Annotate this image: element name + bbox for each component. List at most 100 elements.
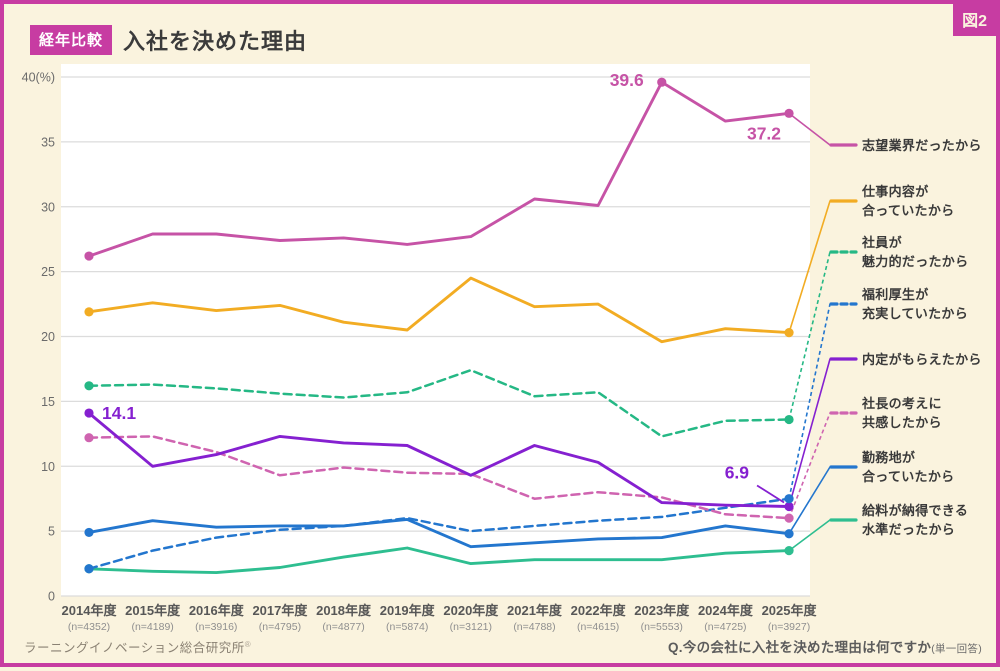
series-line-1 (87, 276, 791, 344)
value-annotation: 14.1 (102, 403, 136, 423)
registered-trademark-icon: ® (244, 639, 252, 649)
y-tick-label: 15 (41, 395, 55, 409)
legend-item-7: 給料が納得できる 水準だったから (862, 498, 1000, 542)
legend-label: 仕事内容が (862, 184, 929, 199)
legend-item-6: 勤務地が 合っていたから (862, 445, 1000, 489)
source-credit: ラーニングイノベーション総合研究所® (24, 637, 251, 656)
leader-line (788, 251, 831, 420)
y-tick-label: 0 (48, 590, 55, 604)
leader-line (788, 358, 831, 507)
sample-size-label: (n=4795) (259, 621, 301, 633)
data-point (784, 414, 794, 425)
data-point (84, 564, 94, 574)
data-point (784, 328, 794, 338)
sample-size-label: (n=4725) (704, 621, 746, 633)
x-tick-label: 2018年度 (316, 603, 372, 618)
legend-label: 給料が納得できる (862, 503, 969, 518)
x-tick-label: 2023年度 (634, 603, 690, 618)
series-line-6 (87, 517, 791, 549)
y-tick-label: 5 (48, 525, 55, 539)
sample-size-label: (n=5874) (386, 621, 428, 633)
legend-item-3: 福利厚生が 充実していたから (862, 282, 1000, 326)
xaxis-labels: 2014年度 (n=4352) 2015年度 (n=4189) 2016年度 (n=391… (62, 603, 818, 633)
legend-item-4: 内定がもらえたから (862, 337, 1000, 381)
series-line-4 (87, 411, 791, 508)
y-tick-label: 40(%) (22, 71, 55, 85)
leader-line (788, 112, 831, 146)
y-tick-label: 35 (41, 135, 55, 149)
series-line-2 (87, 368, 791, 438)
sample-size-label: (n=5553) (641, 621, 683, 633)
leader-line (788, 519, 831, 552)
annotation-leader-line (756, 484, 785, 504)
gridlines-and-yaxis: 0 5 10 15 20 25 30 35 40(%) (22, 71, 810, 604)
data-point (784, 545, 794, 556)
y-tick-label: 25 (41, 265, 55, 279)
x-tick-label: 2014年度 (62, 603, 118, 618)
data-point (84, 433, 94, 443)
legend-label: 水準だったから (862, 522, 956, 537)
sample-size-label: (n=4352) (68, 621, 110, 633)
value-annotation: 37.2 (747, 123, 781, 143)
legend-leader-lines (788, 112, 858, 552)
y-tick-label: 10 (41, 460, 55, 474)
chart-header: 経年比較 入社を決めた理由 (30, 24, 307, 56)
survey-question: Q.今の会社に入社を決めた理由は何ですか(単一回答) (668, 636, 982, 656)
sample-size-label: (n=3916) (195, 621, 237, 633)
series-line-5 (87, 435, 791, 520)
line-chart: 0 5 10 15 20 25 30 35 40(%) 2014年度 (n=4352) 2015年度 (… (22, 64, 858, 633)
sample-size-label: (n=3927) (768, 621, 810, 633)
legend-label: 志望業界だったから (862, 137, 982, 153)
data-point (84, 307, 94, 317)
y-tick-label: 20 (41, 330, 55, 344)
plot-area (61, 64, 810, 596)
x-tick-label: 2024年度 (698, 603, 754, 618)
legend-item-0: 志望業界だったから (862, 123, 1000, 167)
series-line-0 (87, 80, 791, 258)
x-tick-label: 2017年度 (252, 603, 308, 618)
x-tick-label: 2025年度 (762, 603, 818, 618)
legend-label: 共感したから (862, 415, 942, 430)
legend-label: 福利厚生が (862, 287, 929, 302)
data-point (84, 251, 94, 261)
page-title: 入社を決めた理由 (123, 29, 308, 54)
x-tick-label: 2022年度 (571, 603, 627, 618)
data-point (784, 513, 794, 523)
data-point (784, 108, 794, 118)
data-point (657, 77, 667, 87)
data-point (784, 494, 794, 504)
x-tick-label: 2019年度 (380, 603, 436, 618)
value-annotation: 6.9 (725, 462, 750, 482)
data-point (84, 408, 94, 418)
legend-label: 合っていたから (862, 469, 955, 484)
data-point (784, 529, 794, 539)
legend-label: 魅力的だったから (862, 254, 969, 269)
x-tick-label: 2015年度 (125, 603, 181, 618)
sample-size-label: (n=4189) (131, 621, 173, 633)
legend-item-1: 仕事内容が合っていたから (862, 179, 1000, 223)
data-point (784, 501, 794, 512)
data-points (84, 77, 794, 574)
comparison-badge: 経年比較 (30, 25, 113, 55)
x-tick-label: 2021年度 (507, 603, 563, 618)
sample-size-label: (n=3121) (450, 621, 492, 633)
sample-size-label: (n=4788) (513, 621, 555, 633)
leader-line (788, 303, 831, 499)
legend-label: 合っていたから (862, 203, 955, 218)
source-name: ラーニングイノベーション総合研究所 (24, 641, 245, 655)
leader-line (788, 466, 831, 535)
x-tick-label: 2020年度 (443, 603, 499, 618)
data-point (84, 527, 94, 538)
legend-label: 社員が (862, 235, 902, 250)
series-line-3 (87, 497, 791, 571)
legend-item-5: 社長の考えに 共感したから (862, 391, 1000, 435)
sample-size-label: (n=4877) (322, 621, 364, 633)
leader-line (788, 412, 831, 519)
legend-label: 社長の考えに (862, 396, 942, 411)
legend-label: 内定がもらえたから (862, 351, 982, 367)
y-tick-label: 30 (41, 200, 55, 214)
sample-size-label: (n=4615) (577, 621, 619, 633)
legend-item-2: 社員が魅力的だったから (862, 230, 1000, 274)
question-text: Q.今の会社に入社を決めた理由は何ですか (667, 640, 932, 655)
figure-number-label: 図2 (953, 4, 996, 36)
